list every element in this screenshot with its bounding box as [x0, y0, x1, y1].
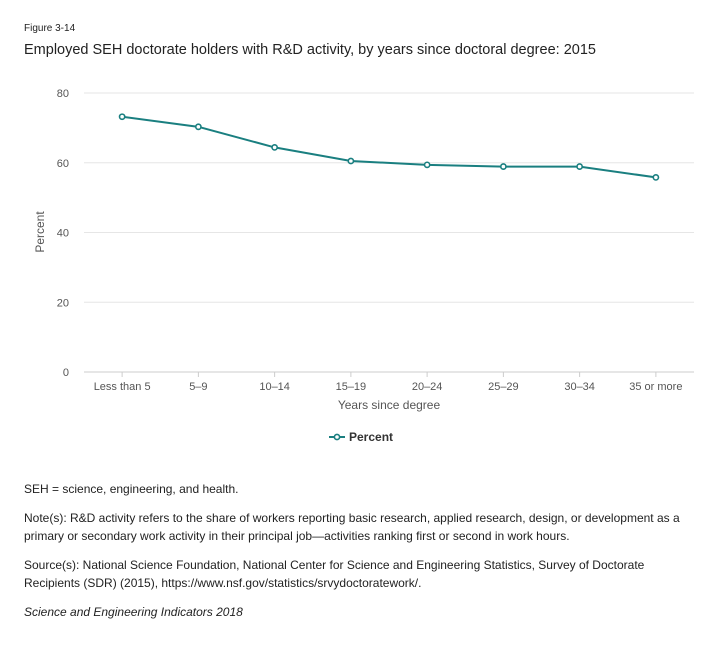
x-tick-label: 30–34: [564, 381, 595, 393]
notes-section: SEH = science, engineering, and health. …: [24, 480, 694, 632]
y-tick-label: 60: [57, 158, 69, 170]
data-point[interactable]: [118, 113, 126, 121]
data-point[interactable]: [576, 163, 584, 170]
chart-title: Employed SEH doctorate holders with R&D …: [24, 42, 596, 58]
y-axis-label: Percent: [33, 211, 47, 253]
data-point[interactable]: [271, 144, 279, 151]
x-tick-label: 5–9: [189, 381, 207, 393]
legend-swatch-marker: [333, 433, 341, 441]
x-tick-label: Less than 5: [94, 381, 151, 393]
data-point[interactable]: [347, 157, 355, 165]
y-tick-label: 0: [63, 367, 69, 379]
figure-label: Figure 3-14: [24, 23, 76, 34]
y-tick-label: 80: [57, 88, 69, 100]
source-text: Source(s): National Science Foundation, …: [24, 558, 645, 590]
x-tick-label: 15–19: [336, 381, 367, 393]
gridlines: [84, 92, 694, 373]
line-chart: 0 20 40 60 80 Less than 5 5–9 10–14 15–19 20–24 2…: [33, 88, 694, 444]
x-tick-label: 10–14: [259, 381, 290, 393]
series-line: [121, 115, 657, 179]
abbreviation-note: SEH = science, engineering, and health.: [24, 482, 239, 496]
y-tick-label: 40: [57, 228, 69, 240]
data-point[interactable]: [652, 173, 660, 181]
x-tick-label: 20–24: [412, 381, 443, 393]
data-point[interactable]: [499, 163, 507, 170]
y-tick-labels: 0 20 40 60 80: [57, 88, 69, 379]
x-tick-label: 35 or more: [629, 381, 682, 393]
legend-label: Percent: [349, 430, 393, 444]
note-text: Note(s): R&D activity refers to the shar…: [24, 511, 680, 543]
legend[interactable]: Percent: [329, 430, 393, 444]
y-tick-label: 20: [57, 297, 69, 309]
x-tick-labels: Less than 5 5–9 10–14 15–19 20–24 25–29 30–34 3…: [94, 372, 682, 393]
x-axis-label: Years since degree: [338, 398, 441, 412]
x-tick-label: 25–29: [488, 381, 519, 393]
series-group: [118, 113, 660, 181]
data-point[interactable]: [194, 123, 202, 131]
credit-text: Science and Engineering Indicators 2018: [24, 605, 243, 619]
data-point[interactable]: [423, 161, 431, 169]
